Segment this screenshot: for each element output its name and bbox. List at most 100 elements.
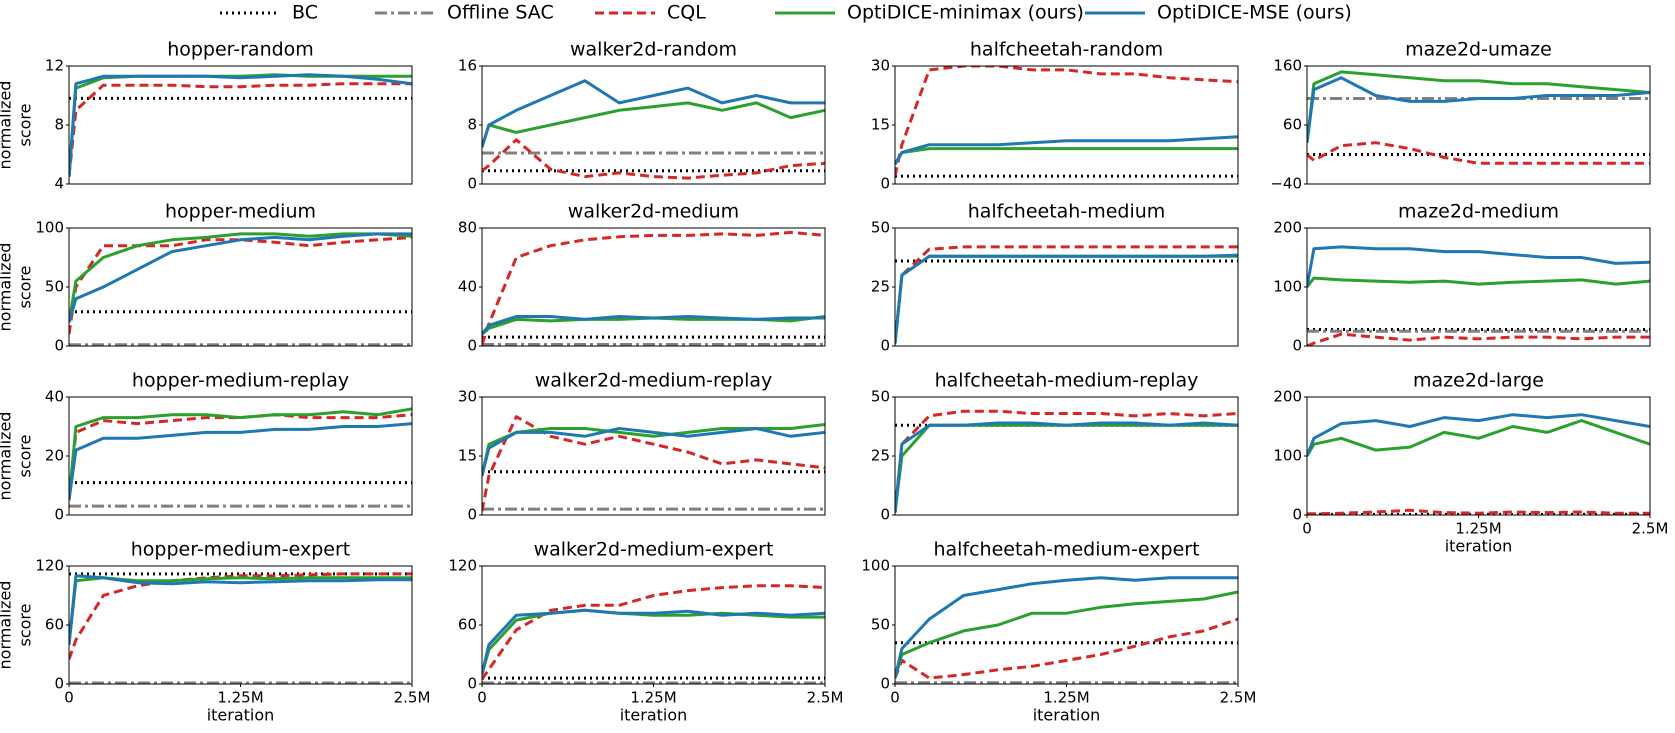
y-tick-label: 12 [45,57,64,75]
series-line [482,608,825,675]
x-tick-label: 2.5M [1220,689,1257,707]
panel-title: hopper-medium-expert [131,539,350,561]
y-tick-label: 0 [467,506,477,524]
y-tick-label: 60 [45,616,64,634]
panel: walker2d-medium-replay 0 15 30 [458,370,826,524]
x-axis-label: iteration [1033,706,1101,725]
y-tick-label: 50 [45,278,64,296]
series-line [69,235,412,335]
y-axis-label: normalized [0,581,15,670]
y-tick-label: 20 [45,447,64,465]
legend-label: OptiDICE-MSE (ours) [1157,2,1352,24]
series-line [895,245,1238,344]
series-line [895,135,1238,166]
legend-label: CQL [667,2,706,24]
panel: maze2d-medium 0 100 200 [1273,201,1651,355]
y-tick-label: 0 [1292,337,1302,355]
y-tick-label: 40 [45,388,64,406]
series-line [895,409,1238,513]
series-line [69,422,412,501]
panel: hopper-medium 0 50 100 normalized score [0,201,413,355]
y-tick-label: 160 [1273,57,1302,75]
plot-frame [481,396,826,516]
panel-title: walker2d-medium-expert [534,539,774,561]
series-line [895,147,1238,166]
y-tick-label: 100 [35,219,64,237]
panel-title: halfcheetah-random [970,39,1163,61]
x-tick-label: 2.5M [807,689,844,707]
series-line [1307,332,1650,346]
y-tick-label: 200 [1273,388,1302,406]
y-axis-label: score [16,435,35,478]
plot-frame [481,565,826,685]
panel: halfcheetah-random 0 15 30 [871,39,1239,193]
x-tick-label: 1.25M [217,689,263,707]
panel-title: halfcheetah-medium-expert [933,539,1199,561]
panel: maze2d-umaze −40 60 160 [1270,39,1651,193]
series-line [895,66,1238,177]
series-line [482,415,825,512]
y-tick-label: 0 [880,175,890,193]
panel-title: hopper-medium [165,201,316,223]
y-tick-label: 40 [458,278,477,296]
panel: walker2d-medium 0 40 80 [458,201,826,355]
series-line [1307,413,1650,457]
x-tick-label: 0 [477,689,487,707]
x-tick-label: 1.25M [1455,520,1501,538]
legend-label: Offline SAC [447,2,554,24]
panel: walker2d-medium-expert 0 60 120 0 1.25M 2.5M it… [448,539,843,725]
series-line [895,254,1238,344]
y-tick-label: 80 [458,219,477,237]
series-line [1307,245,1650,288]
y-tick-label: 0 [1292,506,1302,524]
panel-title: walker2d-medium [568,201,739,223]
plot-frame [894,227,1239,347]
panel: halfcheetah-medium 0 25 50 [871,201,1239,355]
x-axis-label: iteration [1445,537,1513,556]
series-line [482,608,825,675]
y-tick-label: 100 [1273,278,1302,296]
y-tick-label: 15 [871,116,890,134]
series-line [1307,508,1650,515]
x-axis-label: iteration [620,706,688,725]
plot-frame [1306,396,1651,516]
series-line [1307,70,1650,143]
legend-label: BC [292,2,318,24]
y-tick-label: 120 [448,557,477,575]
plot-frame [1306,65,1651,185]
y-tick-label: 60 [1283,116,1302,134]
series-line [482,79,825,148]
y-tick-label: 0 [54,506,64,524]
y-tick-label: 0 [467,675,477,693]
series-line [69,572,412,660]
series-line [69,232,412,323]
x-axis-label: iteration [207,706,275,725]
y-tick-label: 100 [1273,447,1302,465]
panel-title: hopper-medium-replay [132,370,349,392]
y-tick-label: 0 [467,337,477,355]
plot-frame [68,65,413,185]
series-line [895,423,1238,513]
series-line [895,590,1238,679]
panel-title: halfcheetah-medium-replay [935,370,1199,392]
y-axis-label: normalized [0,243,15,332]
y-tick-label: 30 [871,57,890,75]
plot-frame [68,565,413,685]
y-axis-label: normalized [0,412,15,501]
x-tick-label: 0 [1302,520,1312,538]
series-line [1307,276,1650,288]
x-tick-label: 0 [890,689,900,707]
y-tick-label: 50 [871,219,890,237]
series-line [482,230,825,345]
plot-frame [481,65,826,185]
y-tick-label: 0 [467,175,477,193]
plot-frame [1306,227,1651,347]
panel-title: hopper-random [167,39,314,61]
series-line [1307,419,1650,457]
y-tick-label: 0 [54,675,64,693]
panel-title: walker2d-random [570,39,737,61]
panel: hopper-medium-replay 0 20 40 normalized score [0,370,413,524]
y-tick-label: 0 [880,675,890,693]
y-tick-label: 200 [1273,219,1302,237]
